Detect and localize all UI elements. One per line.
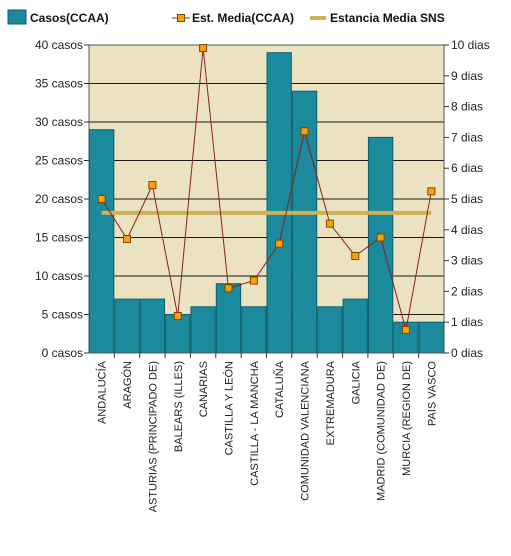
- est-media-point-10: [351, 251, 360, 260]
- est-media-point-4: [199, 44, 208, 53]
- x-tick-label-7: CATALUÑA: [273, 360, 286, 418]
- legend-marker-est-media: [177, 14, 185, 22]
- est-media-point-2: [148, 181, 157, 190]
- bar-7: [266, 52, 292, 354]
- x-tick-label-6: CASTILLA - LA MANCHA: [249, 360, 261, 485]
- bar-6: [241, 306, 267, 354]
- bar-11: [367, 136, 394, 354]
- y-left-tick-label-8: 40 casos: [35, 38, 83, 52]
- legend-label-casos: Casos(CCAA): [30, 11, 109, 25]
- y-left-tick-label-6: 30 casos: [35, 115, 83, 129]
- y-right-tick-label-3: 3 dias: [451, 254, 483, 268]
- bar-3: [165, 314, 191, 354]
- bar-5: [215, 283, 242, 354]
- y-right-tick-label-8: 8 dias: [451, 100, 483, 114]
- y-left-tick-label-2: 10 casos: [35, 269, 83, 283]
- bar-2: [139, 298, 166, 354]
- y-left-tick-label-0: 0 casos: [42, 346, 83, 360]
- y-right-tick-label-6: 6 dias: [451, 161, 483, 175]
- x-tick-label-13: PAIS VASCO: [426, 361, 438, 426]
- est-media-point-6: [249, 276, 258, 285]
- est-media-point-8: [300, 127, 309, 136]
- x-tick-label-0: ANDALUCÍA: [96, 360, 109, 424]
- legend-label-sns: Estancia Media SNS: [330, 11, 445, 25]
- y-left-tick-label-7: 35 casos: [35, 77, 83, 91]
- bar-9: [317, 306, 343, 354]
- est-media-point-13: [427, 187, 436, 196]
- x-tick-label-4: CANARIAS: [198, 361, 210, 417]
- est-media-point-0: [97, 195, 106, 203]
- x-tick-label-11: MADRID (COMUNIDAD DE): [376, 361, 388, 501]
- y-right-tick-label-10: 10 dias: [451, 38, 490, 52]
- legend-swatch-casos: [7, 9, 27, 25]
- bar-4: [190, 306, 216, 354]
- bar-13: [418, 321, 444, 354]
- y-left-tick-label-1: 5 casos: [42, 308, 83, 322]
- y-right-tick-label-9: 9 dias: [451, 69, 483, 83]
- y-right-tick-label-4: 4 dias: [451, 223, 483, 237]
- x-tick-label-3: BALEARS (ILLES): [173, 361, 185, 452]
- est-media-point-11: [376, 233, 385, 242]
- bar-0: [89, 129, 115, 354]
- x-tick-label-9: EXTREMADURA: [325, 360, 337, 445]
- x-tick-label-5: CASTILLA Y LEÓN: [222, 361, 235, 455]
- x-tick-label-2: ASTURIAS (PRINCIPADO DE): [147, 361, 159, 512]
- y-left-tick-label-3: 15 casos: [35, 231, 83, 245]
- est-media-point-1: [123, 235, 132, 244]
- x-tick-label-10: GALICIA: [350, 360, 362, 404]
- x-tick-label-12: MURCIA (REGION DE): [401, 361, 413, 476]
- est-media-line: [101, 48, 432, 331]
- x-tick-label-1: ARAGÓN: [121, 361, 134, 409]
- bar-1: [114, 298, 140, 354]
- y-right-tick-label-2: 2 dias: [451, 284, 483, 298]
- est-media-point-7: [275, 239, 284, 248]
- legend-label-est-media: Est. Media(CCAA): [192, 11, 294, 25]
- y-left-tick-label-5: 25 casos: [35, 154, 83, 168]
- y-right-tick-label-1: 1 dias: [451, 315, 483, 329]
- y-right-tick-label-0: 0 dias: [451, 346, 483, 360]
- est-media-point-9: [325, 219, 334, 228]
- y-right-tick-label-5: 5 dias: [451, 192, 483, 206]
- x-tick-label-8: COMUNIDAD VALENCIANA: [300, 360, 312, 500]
- est-media-point-12: [401, 325, 410, 334]
- y-left-tick-label-4: 20 casos: [35, 192, 83, 206]
- est-media-point-5: [224, 284, 233, 293]
- bar-10: [342, 298, 368, 354]
- est-media-point-3: [173, 312, 182, 321]
- y-right-tick-label-7: 7 dias: [451, 130, 483, 144]
